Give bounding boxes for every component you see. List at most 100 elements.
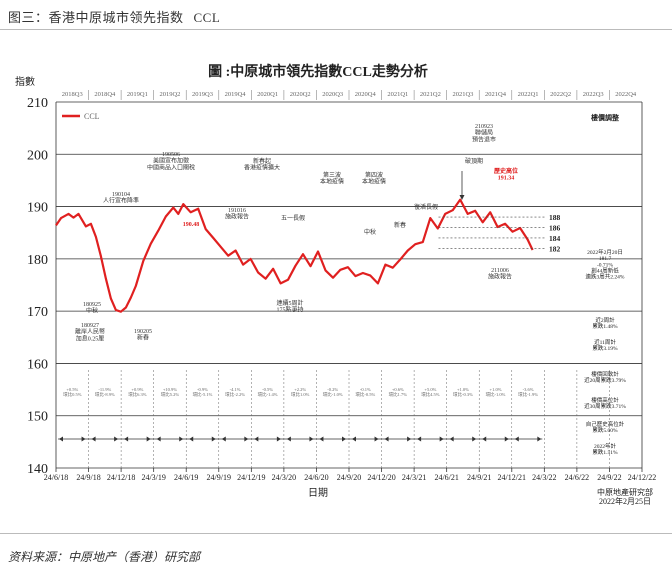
x-tick-label: 24/3/22 — [532, 473, 556, 482]
x-tick-label: 24/9/19 — [207, 473, 231, 482]
quarter-label: 2020Q1 — [257, 91, 278, 98]
arrow-head — [254, 436, 259, 442]
quarter-change-label: +10.9%環比5.2% — [161, 387, 180, 398]
quarter-change-label: -3.6%環比-1.9% — [518, 387, 538, 398]
right-panel-item: 自己歷史高位計累跌5.00% — [586, 420, 625, 434]
arrow-head — [439, 436, 444, 442]
quarter-change-label: -11.9%環比-8.9% — [95, 387, 115, 398]
y-tick-label: 170 — [27, 305, 48, 320]
event-annotation: 中秋 — [364, 228, 376, 236]
arrow-head — [352, 436, 356, 442]
quarter-change-label: +5.0%環比4.5% — [421, 387, 440, 398]
y-tick-label: 180 — [27, 253, 48, 268]
quarter-label: 2021Q4 — [485, 91, 507, 98]
x-tick-label: 24/6/22 — [565, 473, 589, 482]
chart-title: 圖 :中原城市領先指數CCL走勢分析 — [208, 63, 428, 80]
arrow-head — [81, 436, 86, 442]
event-annotation: 復活長假 — [414, 203, 438, 211]
arrow-head — [156, 436, 161, 442]
arrow-head — [537, 436, 542, 442]
x-tick-label: 24/9/21 — [467, 473, 491, 482]
event-annotation: 180927 離岸人民幣加息0.25厘 — [75, 323, 105, 342]
y-tick-label: 160 — [27, 357, 48, 372]
figure-title-code: CCL — [193, 10, 221, 25]
x-tick-label: 24/9/22 — [597, 473, 621, 482]
figure-title-text: 图三：香港中原城市领先指数 — [8, 11, 184, 26]
arrow-head — [407, 436, 412, 442]
arrow-head — [189, 436, 194, 442]
quarter-label: 2022Q2 — [550, 91, 571, 98]
y-tick-label: 150 — [27, 410, 48, 425]
event-annotation: 211006 施政報告 — [488, 268, 512, 281]
arrow-head — [449, 436, 454, 442]
x-tick-label: 24/3/19 — [141, 473, 165, 482]
right-panel-item: 2022年2月20日 181.7 -0.71%創44周新低連跌3周共2.24% — [586, 248, 625, 281]
x-tick-label: 24/6/20 — [304, 473, 328, 482]
quarter-label: 2019Q2 — [159, 91, 180, 98]
quarter-label: 2021Q3 — [452, 91, 473, 98]
y-tick-label: 210 — [27, 96, 48, 111]
quarter-change-label: -4.1%環比-2.2% — [225, 387, 245, 398]
arrow-head — [244, 436, 249, 442]
quarter-label: 2020Q2 — [290, 91, 311, 98]
quarter-change-label: -0.1%環比-0.5% — [355, 387, 375, 398]
level-label: 186 — [549, 223, 561, 232]
x-tick-label: 24/3/21 — [402, 473, 426, 482]
quarter-change-label: +0.6%環比1.7% — [389, 387, 408, 398]
arrow-head — [417, 436, 422, 442]
x-tick-label: 24/12/20 — [367, 473, 395, 482]
x-tick-label: 24/6/18 — [44, 473, 68, 482]
x-tick-label: 24/12/21 — [498, 473, 526, 482]
x-tick-label: 24/3/20 — [272, 473, 296, 482]
arrow-head — [59, 436, 63, 442]
x-tick-label: 24/9/20 — [337, 473, 361, 482]
quarter-label: 2019Q1 — [127, 91, 148, 98]
event-annotation: 191016 施政報告 — [225, 208, 249, 221]
right-panel-item: 近11周計累跌3.19% — [592, 338, 618, 352]
event-annotation: 190.48 — [183, 222, 200, 228]
legend-label: CCL — [84, 112, 100, 121]
event-annotation: 190506 美國宣布加徵中國商品入口關稅 — [147, 152, 195, 171]
y-tick-label: 200 — [27, 148, 48, 163]
arrow-head — [286, 436, 291, 442]
arrow-head — [319, 436, 324, 442]
arrow-head — [504, 436, 509, 442]
arrow-head — [114, 436, 119, 442]
quarter-label: 2018Q3 — [62, 91, 83, 98]
source-note: 资料来源：中原地产（香港）研究部 — [8, 550, 201, 564]
event-annotation: 190104 人行宣布降準 — [103, 192, 139, 205]
ccl-series-line — [55, 198, 534, 313]
chart-credit: 中原地產研究部 2022年2月25日 — [597, 487, 653, 506]
top-rule — [0, 29, 672, 30]
arrow-head — [342, 436, 346, 442]
figure-title: 图三：香港中原城市领先指数 CCL — [8, 7, 220, 26]
event-annotation: 連續5周計 175點爭持 — [276, 299, 303, 314]
arrow-head — [211, 436, 216, 442]
event-annotation: 破頂期 — [465, 157, 483, 165]
y-tick-label: 190 — [27, 201, 48, 216]
quarter-change-label: +0.9%環比6.3% — [128, 387, 147, 398]
quarter-label: 2021Q2 — [420, 91, 441, 98]
x-tick-label: 24/6/19 — [174, 473, 198, 482]
x-tick-label: 24/9/18 — [76, 473, 100, 482]
right-panel-item: 樓價回軟計近20周累跌3.79% — [584, 370, 626, 384]
quarter-change-label: +1.0%環比-1.0% — [486, 387, 506, 398]
event-annotation: 歷史高位 191.34 — [494, 167, 518, 182]
arrow-head — [91, 436, 96, 442]
quarter-label: 2022Q1 — [518, 91, 539, 98]
quarter-label: 2022Q4 — [615, 91, 637, 98]
x-tick-label: 24/12/22 — [628, 473, 656, 482]
arrow-head — [374, 436, 379, 442]
arrow-head — [276, 436, 281, 442]
event-annotation: 第三波本地疫情 — [320, 171, 344, 186]
quarter-change-label: +1.0%環比-0.3% — [453, 387, 473, 398]
event-annotation: 180925 中秋 — [83, 302, 101, 315]
quarter-label: 2021Q1 — [387, 91, 408, 98]
arrow-head — [309, 436, 314, 442]
arrow-head — [472, 436, 477, 442]
event-annotation: 第四波本地疫情 — [362, 171, 386, 186]
level-label: 182 — [549, 244, 561, 253]
level-label: 188 — [549, 213, 561, 222]
event-annotation: 新春 — [394, 221, 406, 229]
y-tick-label: 140 — [27, 462, 48, 477]
